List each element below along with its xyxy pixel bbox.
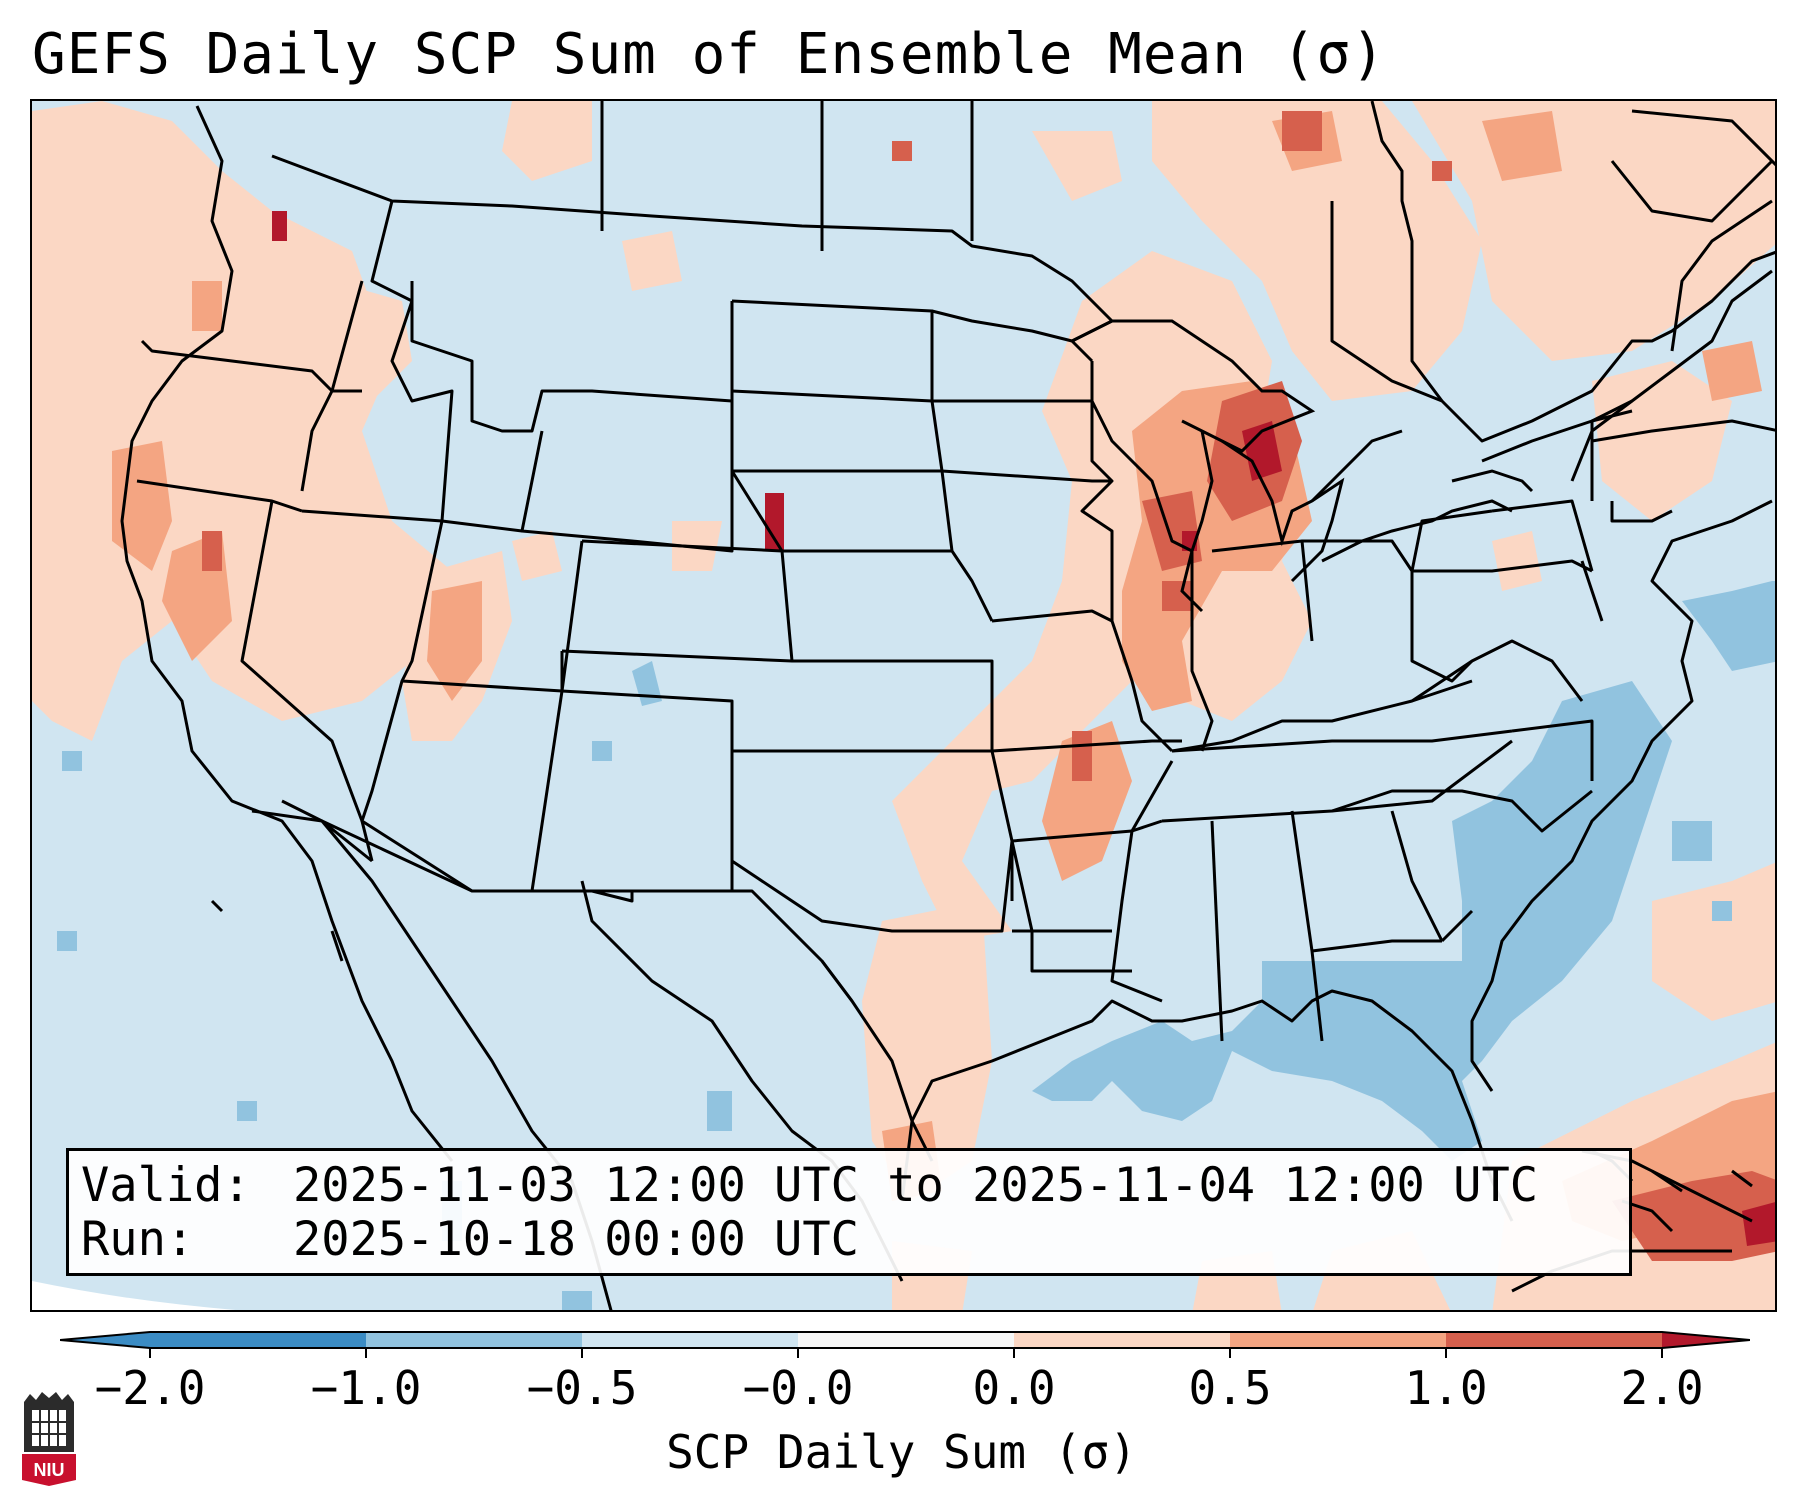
colorbar-tick-label: 0.5 (1188, 1361, 1272, 1415)
niu-logo: NIU (22, 1392, 76, 1486)
map-canvas (32, 101, 1775, 1310)
map-title: GEFS Daily SCP Sum of Ensemble Mean (σ) (32, 22, 1386, 87)
colorbar-tick-label: −1.0 (310, 1361, 422, 1415)
colorbar-segment (366, 1332, 582, 1348)
colorbar-tick-label: 2.0 (1620, 1361, 1704, 1415)
colorbar-segment (1446, 1332, 1662, 1348)
very-strong-anomaly (272, 211, 1775, 1246)
colorbar-max-extend (1662, 1332, 1750, 1348)
light-positive-anomaly (32, 101, 1775, 1310)
colorbar-min-extend (60, 1332, 150, 1348)
valid-label: Valid: (81, 1158, 251, 1213)
validity-info-box: Valid: 2025-11-03 12:00 UTC to 2025-11-04… (66, 1148, 1632, 1276)
colorbar (60, 1331, 1750, 1358)
state-borders (136, 101, 1775, 1162)
valid-value: 2025-11-03 12:00 UTC to 2025-11-04 12:00… (293, 1158, 1539, 1213)
projection-edge (32, 1281, 236, 1310)
colorbar-ticks (149, 1348, 1663, 1358)
colorbar-segment (150, 1332, 366, 1348)
valid-line: Valid: 2025-11-03 12:00 UTC to 2025-11-04… (81, 1159, 1617, 1213)
colorbar-label: SCP Daily Sum (σ) (666, 1425, 1137, 1479)
colorbar-tick-label: −2.0 (94, 1361, 206, 1415)
run-label: Run: (81, 1212, 195, 1267)
colorbar-tick-label: −0.0 (742, 1361, 854, 1415)
colorbar-tick-label: −0.5 (526, 1361, 638, 1415)
run-line: Run: 2025-10-18 00:00 UTC (81, 1213, 1617, 1267)
run-value: 2025-10-18 00:00 UTC (293, 1212, 859, 1267)
svg-text:NIU: NIU (34, 1460, 65, 1480)
colorbar-segment (1014, 1332, 1230, 1348)
colorbar-segment (1230, 1332, 1446, 1348)
map-panel[interactable] (30, 99, 1777, 1312)
colorbar-tick-label: 1.0 (1404, 1361, 1488, 1415)
colorbar-tick-label: 0.0 (972, 1361, 1056, 1415)
colorbar-segment (582, 1332, 798, 1348)
colorbar-segment (798, 1332, 1014, 1348)
